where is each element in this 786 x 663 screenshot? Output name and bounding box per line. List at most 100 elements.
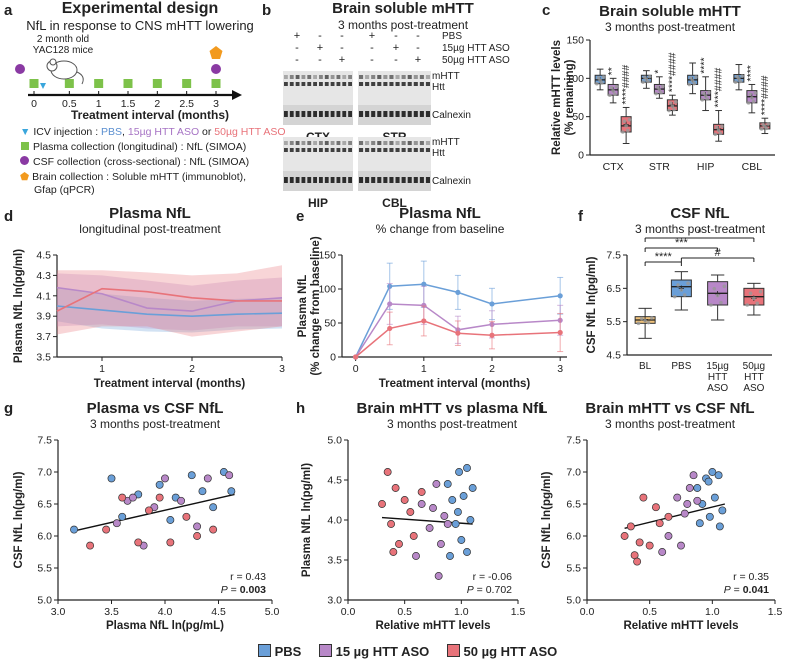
- h-y-label: Plasma NfL ln(pg/ml): [301, 463, 313, 577]
- blot-bottom-mhtt-band: [371, 141, 376, 145]
- h-point-PBS: [453, 508, 462, 516]
- f-y-label: CSF NfL ln(pg/ml): [586, 256, 598, 353]
- blot-top-calnexin-band: [401, 111, 406, 117]
- c-15-g-HTT-ASO-point: [751, 99, 756, 104]
- blot-top-calnexin-band: [295, 111, 300, 117]
- legend-swatch-pbs: [258, 644, 271, 657]
- e-title: Plasma NfL: [399, 205, 481, 222]
- i-point-50-g-HTT-ASO: [633, 557, 642, 566]
- blot-bottom-band-label: Htt: [432, 148, 445, 159]
- c-sig-label-50: ****####: [759, 75, 771, 115]
- blot-top-calnexin-band: [395, 111, 400, 117]
- g-point-PBS: [155, 480, 164, 489]
- e-50-g-HTT-ASO-point: [421, 318, 427, 324]
- blot-top-htt-band: [419, 82, 424, 86]
- c-PBS-point: [740, 74, 745, 78]
- c-15-g-HTT-ASO-point: [700, 98, 705, 102]
- blot-top-mhtt-band: [295, 75, 300, 79]
- blot-top-calnexin-band: [407, 111, 412, 117]
- e-50-g-HTT-ASO-point: [557, 329, 563, 336]
- blot-top-mhtt-band: [383, 75, 388, 79]
- csf-collection-circle: [15, 64, 25, 74]
- c-PBS-point: [599, 81, 604, 85]
- h-point-15-g-HTT-ASO: [434, 572, 443, 580]
- blot-top-htt-band: [336, 82, 341, 86]
- blot-bottom-mhtt-band: [383, 141, 388, 145]
- plasma-collection-square: [94, 79, 104, 88]
- c-y-tick-label: 0: [578, 150, 584, 162]
- c-PBS-point: [598, 78, 602, 83]
- i-r-value: r = 0.35: [733, 571, 769, 583]
- blot-bottom-calnexin-band: [348, 177, 352, 183]
- g-point-15-g-HTT-ASO: [161, 474, 169, 483]
- g-point-PBS: [166, 516, 175, 524]
- g-point-15-g-HTT-ASO: [225, 471, 234, 480]
- f-category-label: ASO: [743, 383, 764, 394]
- h-point-15-g-HTT-ASO: [443, 520, 452, 528]
- g-title: Plasma vs CSF NfL: [87, 400, 224, 417]
- g-point-50-g-HTT-ASO: [86, 541, 95, 550]
- h-point-PBS: [451, 520, 460, 528]
- h-point-15-g-HTT-ASO: [429, 504, 437, 512]
- c-PBS-point: [687, 82, 692, 87]
- i-point-15-g-HTT-ASO: [685, 484, 694, 492]
- blot-bottom-htt-band: [319, 148, 323, 152]
- f-50-g-HTT-ASO-point: [758, 289, 763, 294]
- blot-top-mhtt-band: [284, 75, 288, 79]
- blot-bottom-calnexin-band: [407, 177, 412, 183]
- legend-brain: ⬟ Brain collection : Soluble mHTT (immun…: [20, 171, 246, 183]
- c-PBS-point: [738, 79, 743, 84]
- legend-icv-sep1: ,: [122, 126, 128, 138]
- blot-bottom-calnexin-band: [395, 177, 400, 183]
- legend-icv: ▼ ICV injection : PBS, 15µg HTT ASO or 5…: [20, 126, 286, 138]
- e-x-tick-label: 3: [557, 363, 563, 375]
- blot-top-mhtt-band: [307, 75, 312, 79]
- blot-bottom-mhtt-band: [407, 141, 412, 145]
- h-point-50-g-HTT-ASO: [409, 532, 418, 540]
- d-mean-line-50-g-HTT-ASO: [56, 287, 282, 312]
- g-point-50-g-HTT-ASO: [144, 506, 153, 515]
- g-subtitle: 3 months post-treatment: [90, 417, 221, 431]
- h-point-15-g-HTT-ASO: [432, 480, 441, 488]
- h-point-50-g-HTT-ASO: [389, 548, 398, 556]
- g-y-tick-label: 7.0: [37, 467, 52, 479]
- h-point-PBS: [468, 484, 477, 492]
- f-PBS-point: [676, 283, 680, 287]
- legend-icv-pbs: PBS: [101, 126, 123, 138]
- blot-top-htt-band: [342, 82, 347, 86]
- c-PBS-point: [690, 78, 695, 83]
- f-y-tick-label: 7.5: [606, 250, 621, 262]
- blot-top-htt-band: [413, 82, 418, 86]
- c-50-g-HTT-ASO-point: [713, 132, 718, 137]
- i-point-PBS: [695, 519, 704, 528]
- legend-icv-sep2: or: [199, 126, 215, 138]
- f-PBS-point: [686, 281, 690, 286]
- i-point-50-g-HTT-ASO: [655, 519, 664, 528]
- c-y-label: Relative mHTT levels: [551, 40, 563, 155]
- blot-top-mhtt-band: [413, 75, 418, 79]
- c-50-g-HTT-ASO-point: [624, 124, 628, 128]
- blot-top-mhtt-band: [324, 75, 329, 79]
- f-50-g-HTT-ASO-point: [752, 296, 756, 301]
- blot-bottom-calnexin-band: [365, 177, 370, 183]
- g-p-number: 0.003: [240, 584, 266, 596]
- c-15-g-HTT-ASO-point: [612, 92, 617, 96]
- blot-top-mhtt-band: [342, 75, 347, 79]
- f-y-tick-label: 5.5: [606, 316, 621, 328]
- blot-bottom-calnexin-band: [319, 177, 323, 183]
- csf-collection-circle: [211, 64, 221, 74]
- blot-bottom-htt-band: [365, 148, 370, 152]
- d-x-label: Treatment interval (months): [94, 378, 246, 390]
- blot-bottom-htt-band: [425, 148, 430, 152]
- g-point-50-g-HTT-ASO: [134, 538, 143, 547]
- i-point-15-g-HTT-ASO: [689, 471, 698, 480]
- legend-swatch-15: [318, 644, 332, 657]
- h-point-50-g-HTT-ASO: [417, 488, 426, 496]
- h-p-equals: =: [474, 584, 486, 596]
- c-50-g-HTT-ASO-point: [672, 107, 676, 112]
- i-point-15-g-HTT-ASO: [683, 500, 692, 508]
- blot-bottom-mhtt-band: [419, 141, 424, 145]
- c-15-g-HTT-ASO-point: [659, 90, 663, 95]
- e-PBS-point: [489, 301, 495, 307]
- i-x-tick-label: 1.5: [768, 606, 783, 618]
